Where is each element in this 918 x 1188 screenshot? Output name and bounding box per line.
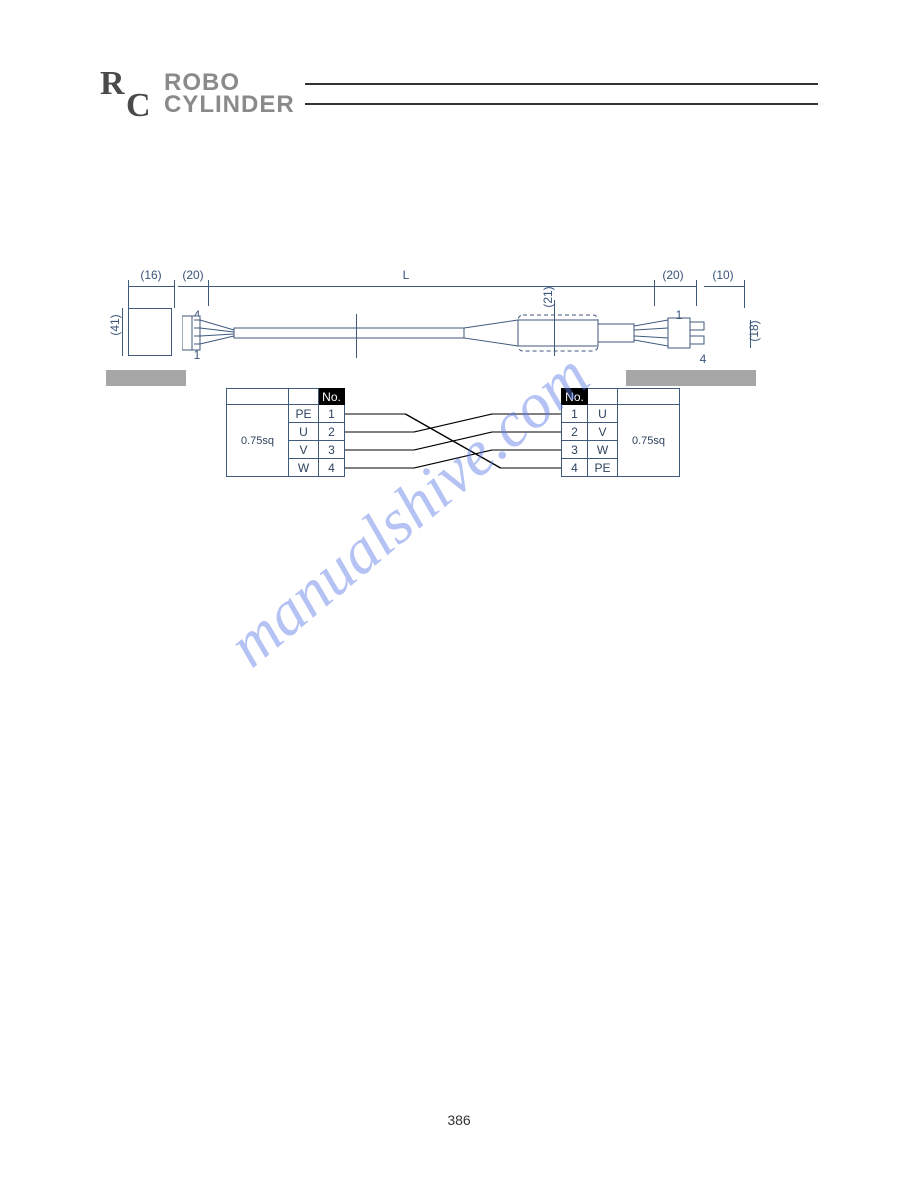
right-sig-3: PE (588, 459, 618, 477)
tick (128, 280, 129, 308)
caption-bar-right (626, 370, 756, 386)
rc-logo-icon: R C (100, 68, 156, 120)
left-sig-1: U (289, 423, 319, 441)
pin-table-right: No. 1 U 0.75sq 2 V 3 W 4 PE (561, 388, 680, 477)
tick (654, 280, 655, 306)
dim-left-conn-w: (16) (136, 268, 166, 282)
dimline-span (208, 286, 654, 287)
logo-block: R C ROBO CYLINDER (100, 68, 295, 120)
pin-table-left: No. 0.75sq PE 1 U 2 V 3 W 4 (226, 388, 345, 477)
right-num-0: 1 (562, 405, 588, 423)
right-num-2: 3 (562, 441, 588, 459)
pin-num-br: 4 (698, 352, 708, 366)
htick-right (750, 320, 751, 348)
dimline-leftconn (128, 286, 174, 287)
left-sig-3: W (289, 459, 319, 477)
left-num-3: 4 (319, 459, 345, 477)
svg-text:R: R (100, 68, 125, 102)
dim-right-conn-w: (10) (708, 268, 738, 282)
arrow-stem (356, 314, 357, 358)
dim-span: L (396, 268, 416, 282)
page-number: 386 (0, 1112, 918, 1128)
left-num-1: 2 (319, 423, 345, 441)
page-header: R C ROBO CYLINDER (100, 68, 818, 120)
dimline-leftgap (178, 286, 208, 287)
dimline-rightconn (704, 286, 744, 287)
wire-crossover (345, 388, 561, 480)
right-num-3: 4 (562, 459, 588, 477)
midtick (554, 300, 555, 356)
right-num-1: 2 (562, 423, 588, 441)
cable-drawing (182, 306, 706, 366)
left-sig-2: V (289, 441, 319, 459)
header-line-bottom (305, 103, 818, 105)
header-lines (305, 83, 818, 105)
dim-right-gap: (20) (658, 268, 688, 282)
htick-left (122, 308, 123, 356)
right-sig-2: W (588, 441, 618, 459)
tick (208, 280, 209, 306)
logo-text: ROBO CYLINDER (164, 72, 295, 115)
right-sig-0: U (588, 405, 618, 423)
dim-left-gap: (20) (178, 268, 208, 282)
dim-mid-h: (21) (541, 283, 555, 311)
tick (744, 280, 745, 308)
right-sig-1: V (588, 423, 618, 441)
left-sig-0: PE (289, 405, 319, 423)
dimline-rightgap (654, 286, 696, 287)
pin-tables: No. 0.75sq PE 1 U 2 V 3 W 4 (226, 388, 680, 480)
hdr-no-r: No. (562, 389, 588, 405)
sq-right: 0.75sq (618, 405, 680, 477)
dim-left-h: (41) (108, 310, 122, 340)
cable-diagram: (16) (20) L (20) (10) (41) 4 1 (106, 268, 810, 523)
tick (174, 280, 175, 308)
sq-left: 0.75sq (227, 405, 289, 477)
pin-num-tr: 1 (674, 308, 684, 322)
tick (696, 280, 697, 306)
svg-text:C: C (126, 87, 148, 120)
left-num-0: 1 (319, 405, 345, 423)
header-line-top (305, 83, 818, 85)
logo-line2: CYLINDER (164, 94, 295, 116)
caption-bar-left (106, 370, 186, 386)
left-num-2: 3 (319, 441, 345, 459)
left-connector-icon (128, 308, 172, 356)
hdr-no: No. (319, 389, 345, 405)
